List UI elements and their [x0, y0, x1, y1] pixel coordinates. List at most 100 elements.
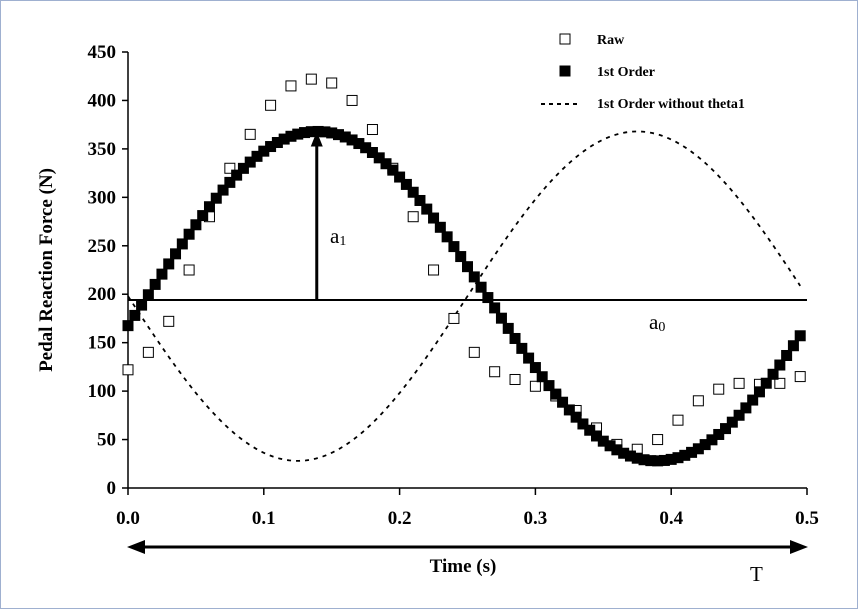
first-order-point: [190, 219, 202, 231]
first-order-point: [536, 371, 548, 383]
raw-point: [244, 128, 256, 140]
series-no-theta-line: [127, 130, 801, 462]
axes: 0 50 100 150 200 250 300 350 400 450 0.0 0.1 0.2 0.3 0…: [88, 42, 819, 554]
first-order-point: [224, 176, 236, 188]
raw-point: [265, 99, 277, 111]
first-order-point: [156, 268, 168, 280]
first-order-point: [733, 409, 745, 421]
first-order-point: [753, 386, 765, 398]
first-order-point: [149, 278, 161, 290]
first-order-point: [183, 228, 195, 240]
first-order-point: [502, 322, 514, 334]
first-order-point: [740, 402, 752, 414]
first-order-point: [760, 377, 772, 389]
period-arrow-left-head: [127, 540, 145, 554]
y-tick-label: 250: [88, 236, 117, 257]
raw-point: [305, 73, 317, 85]
legend-raw-marker: [559, 33, 571, 45]
y-tick-label: 300: [88, 187, 117, 208]
first-order-point: [210, 192, 222, 204]
raw-point: [509, 373, 521, 385]
x-tick-label: 0.4: [659, 508, 683, 529]
a0-annotation: a0: [649, 310, 665, 335]
raw-point: [326, 77, 338, 89]
x-axis-title: Time (s): [430, 556, 497, 577]
raw-point: [489, 366, 501, 378]
raw-point: [529, 380, 541, 392]
first-order-point: [421, 203, 433, 215]
raw-point: [428, 264, 440, 276]
first-order-point: [462, 261, 473, 273]
first-order-point: [509, 332, 521, 344]
first-order-point: [468, 271, 480, 283]
first-order-point: [237, 162, 249, 174]
y-tick-label: 150: [88, 333, 117, 354]
y-tick-label: 350: [88, 139, 117, 160]
first-order-point: [387, 164, 399, 176]
first-order-point: [203, 201, 215, 213]
legend: Raw 1st Order 1st Order without theta1: [541, 33, 745, 112]
first-order-point: [475, 281, 487, 293]
first-order-point: [217, 184, 229, 196]
first-order-point: [584, 424, 596, 436]
legend-raw-label: Raw: [597, 33, 625, 48]
first-order-point: [720, 423, 732, 435]
raw-point: [448, 312, 460, 324]
raw-point: [163, 315, 175, 327]
raw-point: [692, 395, 704, 407]
first-order-point: [794, 330, 806, 342]
first-order-point: [495, 312, 507, 324]
y-axis-title: Pedal Reaction Force (N): [36, 168, 57, 372]
raw-point: [346, 94, 358, 106]
first-order-point: [713, 428, 725, 440]
legend-first-order-marker: [559, 65, 571, 77]
legend-first-order-label: 1st Order: [597, 65, 655, 80]
first-order-point: [407, 186, 419, 198]
first-order-point: [414, 194, 426, 206]
first-order-point: [489, 302, 501, 314]
first-order-point: [557, 396, 569, 408]
period-label: T: [750, 562, 763, 586]
first-order-point: [136, 299, 148, 311]
first-order-point: [400, 178, 412, 190]
first-order-point: [129, 309, 141, 321]
first-order-point: [448, 241, 460, 253]
x-tick-label: 0.1: [252, 508, 276, 529]
first-order-point: [380, 158, 392, 170]
period-arrow-right-head: [790, 540, 808, 554]
first-order-point: [244, 156, 256, 168]
first-order-point: [441, 231, 453, 243]
first-order-point: [787, 340, 799, 352]
raw-point: [122, 364, 134, 376]
first-order-point: [577, 418, 589, 430]
first-order-point: [394, 171, 406, 183]
x-tick-label: 0.0: [116, 508, 140, 529]
first-order-point: [197, 210, 209, 222]
a1-arrow-head: [310, 131, 323, 147]
first-order-point: [122, 320, 134, 332]
raw-point: [733, 377, 745, 389]
y-tick-label: 0: [107, 478, 117, 499]
first-order-point: [543, 380, 555, 392]
raw-point: [652, 434, 664, 446]
first-order-point: [747, 394, 759, 406]
first-order-point: [550, 388, 562, 400]
first-order-point: [428, 212, 440, 224]
raw-point: [468, 346, 480, 358]
first-order-point: [781, 349, 793, 361]
first-order-point: [563, 404, 575, 416]
raw-point: [183, 264, 195, 276]
raw-point: [713, 383, 725, 395]
first-order-point: [482, 292, 494, 304]
first-order-point: [163, 258, 175, 270]
first-order-point: [142, 289, 154, 301]
y-tick-label: 100: [88, 381, 117, 402]
raw-point: [142, 346, 154, 358]
first-order-point: [516, 342, 528, 354]
first-order-point: [176, 238, 188, 250]
first-order-point: [726, 416, 738, 428]
first-order-point: [767, 368, 779, 380]
raw-point: [366, 124, 378, 136]
raw-point: [285, 80, 297, 92]
